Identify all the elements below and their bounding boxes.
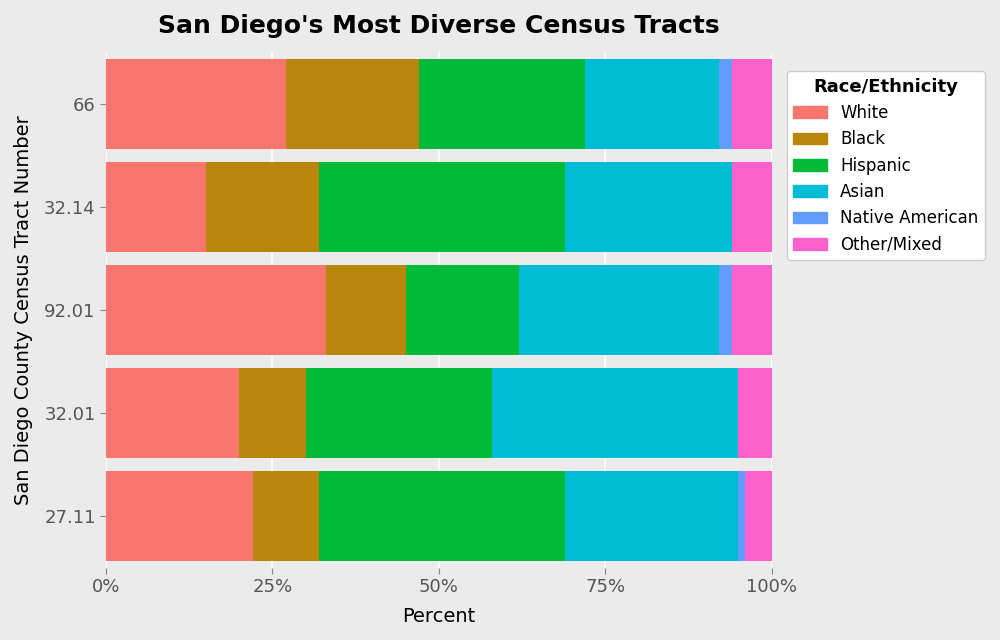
Bar: [319, 161, 565, 252]
Bar: [106, 58, 286, 149]
Bar: [106, 161, 206, 252]
X-axis label: Percent: Percent: [402, 607, 476, 626]
Bar: [732, 264, 772, 355]
Bar: [745, 470, 772, 561]
Y-axis label: San Diego County Census Tract Number: San Diego County Census Tract Number: [14, 115, 33, 505]
Bar: [719, 58, 732, 149]
Bar: [206, 161, 319, 252]
Bar: [106, 367, 239, 458]
Bar: [419, 58, 585, 149]
Bar: [565, 161, 732, 252]
Bar: [565, 470, 738, 561]
Bar: [732, 58, 772, 149]
Bar: [106, 470, 253, 561]
Bar: [738, 470, 745, 561]
Legend: White, Black, Hispanic, Asian, Native American, Other/Mixed: White, Black, Hispanic, Asian, Native Am…: [787, 71, 985, 260]
Bar: [326, 264, 406, 355]
Bar: [492, 367, 738, 458]
Bar: [519, 264, 719, 355]
Title: San Diego's Most Diverse Census Tracts: San Diego's Most Diverse Census Tracts: [158, 14, 720, 38]
Bar: [585, 58, 719, 149]
Bar: [732, 161, 772, 252]
Bar: [738, 367, 772, 458]
Bar: [239, 367, 306, 458]
Bar: [253, 470, 319, 561]
Bar: [106, 264, 326, 355]
Bar: [319, 470, 565, 561]
Bar: [286, 58, 419, 149]
Bar: [406, 264, 519, 355]
Bar: [719, 264, 732, 355]
Bar: [306, 367, 492, 458]
